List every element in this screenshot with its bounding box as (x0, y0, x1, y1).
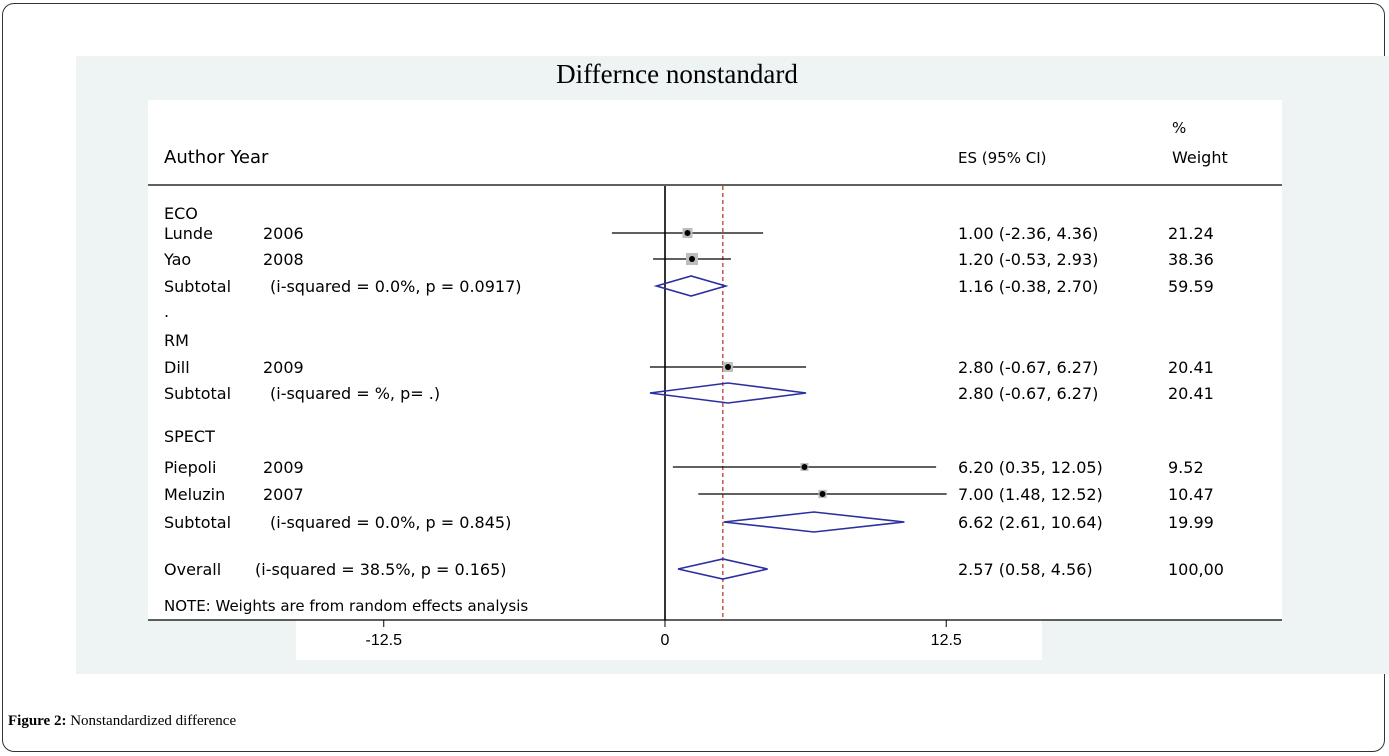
chart-title: Differnce nonstandard (556, 59, 798, 89)
study-es-ci: 1.20 (-0.53, 2.93) (958, 250, 1098, 269)
footnote: NOTE: Weights are from random effects an… (164, 597, 528, 615)
subtotal-heterogeneity: (i-squared = 0.0%, p = 0.0917) (270, 277, 521, 296)
column-header-weight: Weight (1172, 148, 1228, 167)
subtotal-es-ci: 1.16 (-0.38, 2.70) (958, 277, 1098, 296)
study-weight: 9.52 (1168, 458, 1204, 477)
study-weight: 10.47 (1168, 485, 1214, 504)
subtotal-weight: 59.59 (1168, 277, 1214, 296)
study-weight: 38.36 (1168, 250, 1214, 269)
study-es-ci: 7.00 (1.48, 12.52) (958, 485, 1103, 504)
group-label: SPECT (164, 427, 215, 446)
overall-weight: 100,00 (1168, 560, 1224, 579)
column-header-study: Author Year (164, 147, 269, 168)
group-label: RM (164, 331, 189, 350)
subtotal-diamond (649, 382, 807, 404)
study-year: 2007 (263, 485, 304, 504)
study-point (819, 491, 826, 497)
study-es-ci: 2.80 (-0.67, 6.27) (958, 358, 1098, 377)
subtotal-heterogeneity: (i-squared = %, p= .) (270, 384, 440, 403)
study-year: 2009 (263, 458, 304, 477)
subtotal-label: Subtotal (164, 277, 231, 296)
x-axis-tick-label: -12.5 (366, 632, 403, 649)
x-axis-tick-label: 12.5 (931, 632, 962, 649)
subtotal-diamond (723, 511, 905, 533)
plot-background (148, 100, 1282, 620)
overall-es-ci: 2.57 (0.58, 4.56) (958, 560, 1093, 579)
figure-caption-text: Nonstandardized difference (66, 713, 237, 729)
overall-heterogeneity: (i-squared = 38.5%, p = 0.165) (255, 560, 506, 579)
overall-label: Overall (164, 560, 221, 579)
study-author: Dill (164, 358, 190, 377)
study-point (725, 364, 731, 370)
subtotal-label: Subtotal (164, 384, 231, 403)
study-es-ci: 6.20 (0.35, 12.05) (958, 458, 1103, 477)
study-year: 2006 (263, 224, 304, 243)
subtotal-diamond (653, 275, 729, 297)
overall-diamond (677, 558, 768, 580)
subtotal-label: Subtotal (164, 513, 231, 532)
subtotal-es-ci: 2.80 (-0.67, 6.27) (958, 384, 1098, 403)
study-year: 2009 (263, 358, 304, 377)
study-author: Meluzin (164, 485, 225, 504)
figure-caption-label: Figure 2: (8, 713, 67, 729)
study-author: Lunde (164, 224, 213, 243)
column-header-weight-symbol: % (1172, 119, 1186, 137)
subtotal-weight: 20.41 (1168, 384, 1214, 403)
study-year: 2008 (263, 250, 304, 269)
row-separator: . (164, 302, 169, 321)
x-axis-tick-label: 0 (661, 632, 670, 649)
subtotal-heterogeneity: (i-squared = 0.0%, p = 0.845) (270, 513, 511, 532)
study-weight: 20.41 (1168, 358, 1214, 377)
group-label: ECO (164, 204, 198, 223)
subtotal-weight: 19.99 (1168, 513, 1214, 532)
axis-label-background (296, 620, 1042, 660)
study-point (801, 464, 808, 470)
study-point (689, 256, 695, 262)
study-author: Yao (163, 250, 191, 269)
subtotal-es-ci: 6.62 (2.61, 10.64) (958, 513, 1103, 532)
study-weight: 21.24 (1168, 224, 1214, 243)
study-author: Piepoli (164, 458, 216, 477)
study-point (684, 230, 691, 236)
column-header-es: ES (95% CI) (958, 149, 1046, 167)
figure-caption: Figure 2: Nonstandardized difference (8, 713, 236, 730)
study-es-ci: 1.00 (-2.36, 4.36) (958, 224, 1098, 243)
